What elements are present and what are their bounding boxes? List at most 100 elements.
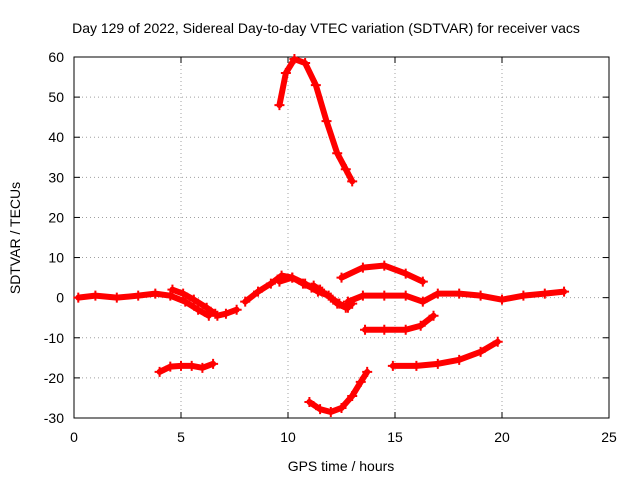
data-point <box>280 68 291 79</box>
series-arc-9 <box>342 286 570 307</box>
data-point <box>300 278 311 289</box>
data-point <box>197 362 208 373</box>
plot-frame <box>73 56 610 419</box>
data-point <box>400 268 411 279</box>
y-tick-label: 60 <box>48 49 64 65</box>
x-tick-label: 5 <box>177 429 185 445</box>
data-point <box>310 80 321 91</box>
data-point <box>415 320 426 331</box>
data-point <box>340 164 351 175</box>
data-point <box>188 294 199 305</box>
data-point <box>315 404 326 415</box>
data-point <box>308 280 319 291</box>
data-point <box>417 276 428 287</box>
series-arc-3 <box>167 284 221 319</box>
data-point <box>347 390 358 401</box>
data-point <box>417 296 428 307</box>
data-point <box>274 100 285 111</box>
series-line <box>389 338 501 369</box>
data-point <box>111 292 122 303</box>
data-point <box>432 358 443 369</box>
data-point <box>475 290 486 301</box>
data-point <box>387 360 398 371</box>
data-series <box>73 54 570 417</box>
y-tick-label: 30 <box>48 169 64 185</box>
data-point <box>428 310 439 321</box>
data-point <box>240 296 251 307</box>
data-point <box>253 286 264 297</box>
data-point <box>400 324 411 335</box>
chart-title: Day 129 of 2022, Sidereal Day-to-day VTE… <box>72 20 580 36</box>
data-point <box>193 304 204 315</box>
data-point <box>342 296 353 307</box>
data-point <box>492 336 503 347</box>
x-tick-label: 10 <box>280 429 296 445</box>
y-tick-label: 40 <box>48 129 64 145</box>
data-point <box>336 272 347 283</box>
y-tick-label: 50 <box>48 89 64 105</box>
data-point <box>539 288 550 299</box>
y-tick-label: -10 <box>44 330 64 346</box>
series-line <box>276 56 356 185</box>
data-point <box>379 260 390 271</box>
data-point <box>332 148 343 159</box>
data-point <box>133 290 144 301</box>
data-point <box>559 286 570 297</box>
x-axis-label: GPS time / hours <box>288 458 395 474</box>
data-point <box>321 116 332 127</box>
data-point <box>497 294 507 305</box>
series-arc-8 <box>336 260 428 287</box>
data-point <box>357 262 368 273</box>
data-point <box>231 304 242 315</box>
data-point <box>180 296 191 307</box>
y-tick-label: 20 <box>48 209 64 225</box>
y-tick-label: -20 <box>44 370 64 386</box>
data-point <box>150 288 161 299</box>
data-point <box>400 290 411 301</box>
data-point <box>454 288 465 299</box>
data-point <box>154 366 165 377</box>
data-point <box>287 272 298 283</box>
y-tick-label: -30 <box>44 410 64 426</box>
y-axis-label: SDTVAR / TECUs <box>7 182 23 294</box>
series-arc-11 <box>154 358 219 377</box>
data-point <box>210 308 221 319</box>
data-point <box>454 354 465 365</box>
data-point <box>165 290 176 301</box>
data-point <box>165 361 176 372</box>
data-point <box>362 366 373 377</box>
series-arc-1 <box>73 288 214 321</box>
data-point <box>90 290 101 301</box>
data-point <box>325 292 336 303</box>
data-point <box>347 176 358 187</box>
x-tick-label: 25 <box>601 429 617 445</box>
data-point <box>265 278 276 289</box>
data-point <box>411 360 422 371</box>
data-point <box>274 276 285 287</box>
data-point <box>360 324 371 335</box>
data-point <box>325 406 336 417</box>
data-point <box>201 302 212 313</box>
data-point <box>304 396 315 407</box>
data-point <box>355 376 366 387</box>
y-axis-ticks: -30 -20 -10 0 10 20 30 40 50 60 <box>44 49 609 426</box>
data-point <box>167 284 178 295</box>
x-tick-label: 15 <box>387 429 403 445</box>
series-arc-7 <box>274 54 358 187</box>
data-point <box>220 308 231 319</box>
series-arc-10 <box>360 310 439 335</box>
series-arc-6 <box>308 280 353 313</box>
data-point <box>379 290 390 301</box>
data-point <box>317 286 328 297</box>
data-point <box>475 346 486 357</box>
data-point <box>178 288 189 299</box>
data-point <box>432 288 443 299</box>
data-point <box>357 290 368 301</box>
data-point <box>334 298 345 309</box>
series-line <box>362 312 437 333</box>
data-point <box>518 290 529 301</box>
y-tick-label: 0 <box>56 290 64 306</box>
x-tick-label: 0 <box>70 429 78 445</box>
data-point <box>73 292 84 303</box>
